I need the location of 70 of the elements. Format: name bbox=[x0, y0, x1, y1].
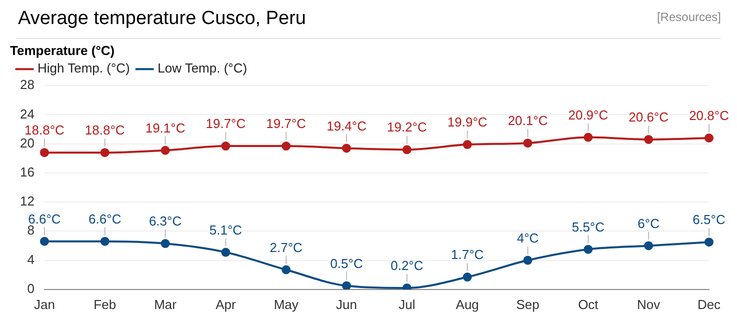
data-label: 0.2°C bbox=[390, 258, 424, 274]
y-tick-label: 0 bbox=[27, 280, 34, 296]
point bbox=[342, 281, 352, 290]
legend-title: Temperature (°C) bbox=[10, 43, 115, 58]
data-label: 19.9°C bbox=[447, 114, 488, 130]
data-label: 18.8°C bbox=[24, 122, 64, 138]
data-label: 0.5°C bbox=[330, 256, 363, 271]
x-tick-label: Nov bbox=[637, 296, 661, 312]
y-tick-label: 12 bbox=[20, 194, 34, 209]
point bbox=[100, 148, 110, 158]
x-tick-label: Jun bbox=[336, 296, 358, 312]
data-label: 19.1°C bbox=[145, 120, 186, 136]
x-tick-label: Sep bbox=[516, 296, 540, 312]
data-label: 19.7°C bbox=[266, 116, 306, 132]
data-label: 6.3°C bbox=[148, 214, 182, 229]
text: [Resources] bbox=[656, 10, 721, 24]
data-label: 20.6°C bbox=[628, 110, 669, 125]
x-tick-label: May bbox=[274, 296, 299, 312]
legend-label: Low Temp. (°C) bbox=[158, 60, 248, 76]
x-tick-label: Aug bbox=[456, 296, 479, 312]
point bbox=[100, 236, 110, 246]
point bbox=[462, 272, 472, 282]
point bbox=[40, 148, 49, 158]
chart-title: Average temperature Cusco, Peru bbox=[18, 8, 306, 30]
data-label: 1.7°C bbox=[451, 247, 484, 262]
data-label: 6.5°C bbox=[692, 212, 726, 228]
x-tick-label: Mar bbox=[154, 296, 178, 312]
data-label: 18.8°C bbox=[84, 122, 125, 138]
data-label: 4°C bbox=[516, 230, 539, 246]
point bbox=[221, 142, 230, 151]
point bbox=[221, 248, 230, 257]
data-label: 5.1°C bbox=[209, 222, 242, 238]
x-tick-label: Apr bbox=[216, 296, 236, 312]
y-tick-label: 24 bbox=[20, 106, 34, 122]
point bbox=[523, 256, 532, 265]
point bbox=[402, 145, 412, 154]
point bbox=[704, 134, 714, 143]
point bbox=[160, 146, 170, 155]
point bbox=[462, 140, 472, 150]
x-tick-label: Jan bbox=[34, 296, 55, 312]
y-tick-label: 4 bbox=[27, 252, 34, 267]
y-tick-label: 20 bbox=[20, 135, 34, 150]
data-label: 20.9°C bbox=[568, 107, 608, 122]
data-label: 6.6°C bbox=[88, 211, 122, 226]
point bbox=[282, 142, 291, 151]
data-label: 19.4°C bbox=[326, 118, 366, 134]
data-label: 20.8°C bbox=[689, 108, 729, 124]
point bbox=[644, 134, 654, 144]
x-tick-label: Feb bbox=[94, 296, 116, 312]
data-label: 5.5°C bbox=[572, 219, 605, 234]
y-tick-label: 28 bbox=[20, 77, 34, 92]
data-label: 2.7°C bbox=[270, 240, 302, 255]
data-label: 6°C bbox=[638, 216, 660, 231]
point bbox=[584, 132, 593, 142]
point bbox=[342, 144, 352, 153]
legend-label: High Temp. (°C) bbox=[38, 60, 130, 76]
point bbox=[282, 265, 291, 274]
point bbox=[584, 244, 593, 254]
point bbox=[644, 241, 654, 250]
point bbox=[704, 238, 714, 247]
x-tick-label: Dec bbox=[697, 296, 722, 312]
point bbox=[40, 236, 49, 246]
point bbox=[523, 138, 532, 148]
y-tick-label: 16 bbox=[20, 164, 34, 180]
point bbox=[160, 239, 170, 248]
data-label: 19.7°C bbox=[206, 116, 246, 132]
x-tick-label: Oct bbox=[578, 296, 599, 312]
data-label: 19.2°C bbox=[386, 120, 427, 135]
x-tick-label: Jul bbox=[398, 296, 416, 312]
data-label: 20.1°C bbox=[508, 113, 548, 128]
